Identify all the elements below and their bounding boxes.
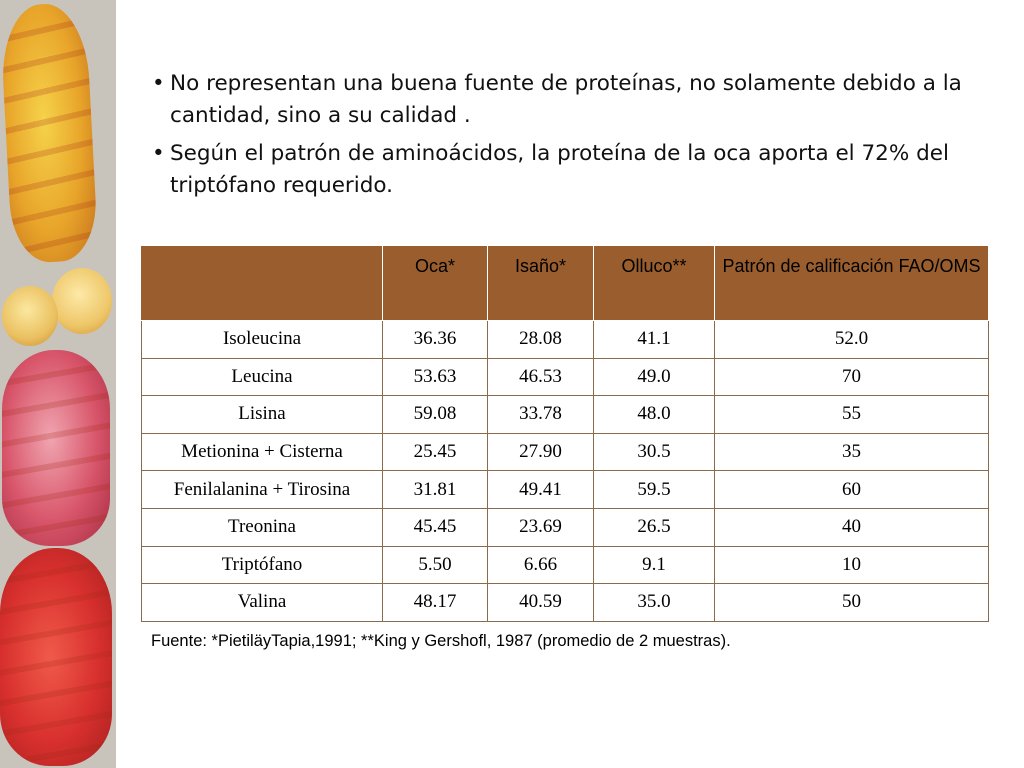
- red-oca-tuber-image: [0, 548, 112, 766]
- source-note: Fuente: *PietiläyTapia,1991; **King y Ge…: [151, 632, 731, 650]
- oca-value: 31.81: [382, 470, 488, 509]
- bullet-text: No representan una buena fuente de prote…: [170, 71, 962, 128]
- oca-value: 48.17: [382, 583, 488, 622]
- pink-oca-tuber-image: [2, 350, 110, 546]
- header-cell-empty: [141, 245, 383, 321]
- tuber-photo-strip: [0, 0, 116, 768]
- bullet-dot: •: [152, 141, 165, 166]
- isano-value: 33.78: [487, 395, 594, 434]
- table-row: Leucina 53.63 46.53 49.0 70: [141, 357, 989, 397]
- amino-acid-table: Oca* Isaño* Olluco** Patrón de calificac…: [141, 245, 989, 622]
- isano-value: 27.90: [487, 432, 594, 472]
- fao-value: 50: [714, 583, 989, 622]
- isano-value: 6.66: [487, 545, 594, 585]
- bullet-text: Según el patrón de aminoácidos, la prote…: [170, 141, 949, 198]
- olluco-value: 49.0: [593, 357, 715, 397]
- table-row: Metionina + Cisterna 25.45 27.90 30.5 35: [141, 432, 989, 472]
- fao-value: 35: [714, 432, 989, 472]
- table-header-row: Oca* Isaño* Olluco** Patrón de calificac…: [141, 245, 989, 321]
- yellow-oca-tuber-image: [0, 1, 99, 265]
- isano-value: 28.08: [487, 320, 594, 359]
- amino-acid-name: Lisina: [141, 395, 383, 434]
- olluco-value: 9.1: [593, 545, 715, 585]
- bullet-item: • No representan una buena fuente de pro…: [150, 68, 990, 132]
- amino-acid-name: Triptófano: [141, 545, 383, 585]
- amino-acid-name: Metionina + Cisterna: [141, 432, 383, 472]
- oca-value: 36.36: [382, 320, 488, 359]
- amino-acid-name: Leucina: [141, 357, 383, 397]
- bullet-item: • Según el patrón de aminoácidos, la pro…: [150, 138, 990, 202]
- fao-value: 55: [714, 395, 989, 434]
- table-row: Lisina 59.08 33.78 48.0 55: [141, 395, 989, 434]
- isano-value: 46.53: [487, 357, 594, 397]
- oca-value: 25.45: [382, 432, 488, 472]
- olluco-value: 48.0: [593, 395, 715, 434]
- header-cell-fao-pattern: Patrón de calificación FAO/OMS: [714, 245, 989, 321]
- fao-value: 40: [714, 507, 989, 547]
- oca-value: 5.50: [382, 545, 488, 585]
- bullet-list: • No representan una buena fuente de pro…: [150, 68, 990, 208]
- small-yellow-tuber-image: [52, 268, 112, 334]
- olluco-value: 41.1: [593, 320, 715, 359]
- header-cell-olluco: Olluco**: [593, 245, 715, 321]
- table-row: Fenilalanina + Tirosina 31.81 49.41 59.5…: [141, 470, 989, 509]
- fao-value: 60: [714, 470, 989, 509]
- table-row: Valina 48.17 40.59 35.0 50: [141, 583, 989, 622]
- oca-value: 45.45: [382, 507, 488, 547]
- oca-value: 59.08: [382, 395, 488, 434]
- amino-acid-name: Isoleucina: [141, 320, 383, 359]
- table-row: Triptófano 5.50 6.66 9.1 10: [141, 545, 989, 585]
- header-cell-isano: Isaño*: [487, 245, 594, 321]
- olluco-value: 35.0: [593, 583, 715, 622]
- amino-acid-name: Treonina: [141, 507, 383, 547]
- table-row: Isoleucina 36.36 28.08 41.1 52.0: [141, 320, 989, 359]
- table-row: Treonina 45.45 23.69 26.5 40: [141, 507, 989, 547]
- fao-value: 70: [714, 357, 989, 397]
- isano-value: 23.69: [487, 507, 594, 547]
- olluco-value: 26.5: [593, 507, 715, 547]
- header-cell-oca: Oca*: [382, 245, 488, 321]
- amino-acid-name: Valina: [141, 583, 383, 622]
- fao-value: 10: [714, 545, 989, 585]
- olluco-value: 30.5: [593, 432, 715, 472]
- oca-value: 53.63: [382, 357, 488, 397]
- bullet-dot: •: [152, 71, 165, 96]
- isano-value: 49.41: [487, 470, 594, 509]
- fao-value: 52.0: [714, 320, 989, 359]
- isano-value: 40.59: [487, 583, 594, 622]
- amino-acid-name: Fenilalanina + Tirosina: [141, 470, 383, 509]
- olluco-value: 59.5: [593, 470, 715, 509]
- small-yellow-tuber-image-2: [2, 286, 58, 346]
